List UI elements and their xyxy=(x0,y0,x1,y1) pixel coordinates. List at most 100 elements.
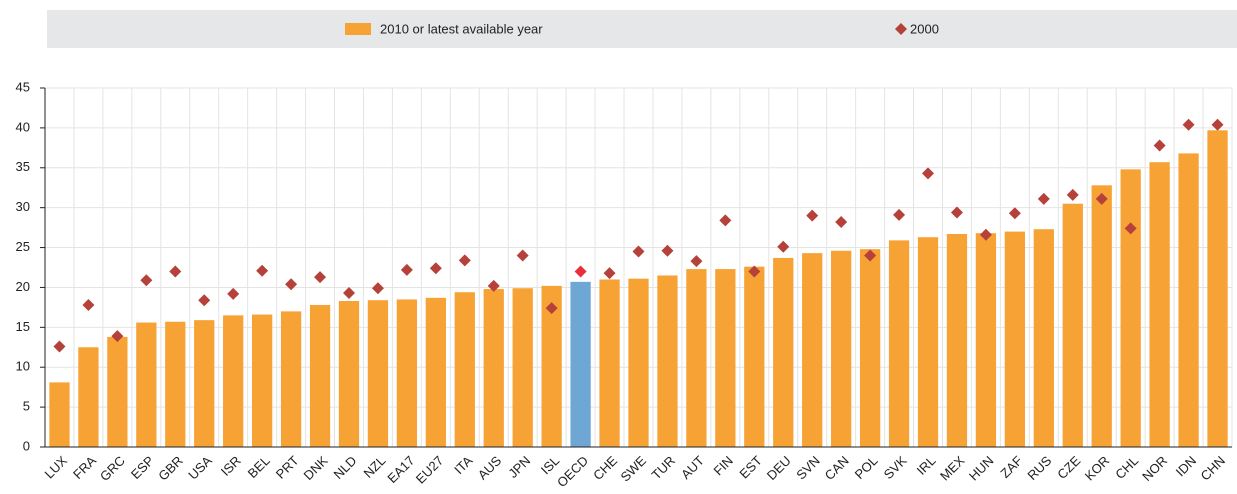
legend-box xyxy=(47,10,1237,48)
bar xyxy=(802,253,823,447)
bar xyxy=(1149,162,1170,447)
x-tick-label: NOR xyxy=(1139,453,1170,484)
bar xyxy=(280,311,302,447)
x-tick-label: FRA xyxy=(70,453,99,482)
marker xyxy=(1095,192,1108,205)
x-tick-label: IRL xyxy=(914,453,939,478)
x-tick-label: DNK xyxy=(301,453,331,483)
bar xyxy=(107,336,128,447)
x-tick-label: ZAF xyxy=(997,453,1025,481)
legend-label: 2010 or latest available year xyxy=(380,21,543,36)
bar xyxy=(657,275,678,447)
x-tick-label: KOR xyxy=(1082,453,1113,484)
x-tick-label: SVN xyxy=(793,453,823,483)
marker xyxy=(256,264,269,277)
bar xyxy=(1033,229,1054,447)
bar xyxy=(859,249,881,447)
marker xyxy=(661,244,674,257)
x-tick-label: NLD xyxy=(331,453,360,482)
marker xyxy=(1008,207,1021,220)
bar xyxy=(165,321,186,447)
x-tick-label: JPN xyxy=(505,453,533,481)
marker xyxy=(400,263,413,276)
bar xyxy=(975,233,997,447)
marker xyxy=(1037,192,1050,205)
x-tick-label: GRC xyxy=(97,453,128,484)
x-tick-label: CHE xyxy=(590,453,620,483)
marker xyxy=(227,287,240,300)
marker xyxy=(285,278,298,291)
bar xyxy=(715,269,736,447)
x-tick-label: ESP xyxy=(128,453,157,482)
x-tick-label: MEX xyxy=(937,453,968,484)
bar xyxy=(570,281,591,447)
marker xyxy=(1182,118,1195,131)
legend-marker xyxy=(895,23,907,35)
x-tick-label: TUR xyxy=(649,453,678,482)
bar xyxy=(367,300,389,447)
bar xyxy=(917,237,939,447)
marker xyxy=(806,209,819,222)
bar xyxy=(744,266,765,447)
x-tick-label: PRT xyxy=(273,453,302,482)
x-tick-label: RUS xyxy=(1024,453,1054,483)
x-tick-label: BEL xyxy=(245,453,273,481)
marker xyxy=(111,330,124,343)
marker xyxy=(429,262,442,275)
bar xyxy=(686,269,707,447)
marker xyxy=(82,298,95,311)
x-tick-label: EA17 xyxy=(384,453,417,486)
x-tick-label: CHN xyxy=(1198,453,1229,484)
marker xyxy=(342,287,355,300)
marker xyxy=(719,214,732,227)
marker xyxy=(979,228,992,241)
marker xyxy=(748,265,761,278)
marker xyxy=(314,271,327,284)
bar xyxy=(136,322,157,447)
marker xyxy=(140,274,153,287)
marker xyxy=(198,294,211,307)
x-tick-label: CAN xyxy=(822,453,852,483)
bar xyxy=(599,279,620,447)
x-tick-label: AUT xyxy=(678,453,707,482)
bar xyxy=(628,278,649,447)
marker xyxy=(53,340,66,353)
bar xyxy=(483,289,504,447)
marker xyxy=(574,265,587,278)
bar xyxy=(1004,231,1025,447)
marker xyxy=(893,208,906,221)
bar xyxy=(396,299,418,447)
y-tick-label: 10 xyxy=(16,359,30,374)
y-tick-label: 30 xyxy=(16,199,30,214)
x-tick-label: EU27 xyxy=(413,453,447,487)
bar xyxy=(49,382,70,447)
bar xyxy=(1091,185,1112,447)
y-tick-label: 0 xyxy=(23,438,30,453)
marker xyxy=(1153,139,1166,152)
bar xyxy=(454,292,475,447)
marker xyxy=(603,267,616,280)
legend-swatch xyxy=(345,23,371,35)
marker xyxy=(777,240,790,253)
bar xyxy=(338,301,360,447)
marker xyxy=(950,206,963,219)
marker xyxy=(545,302,558,315)
x-tick-label: EST xyxy=(736,453,765,482)
bar xyxy=(1062,203,1083,447)
x-tick-label: USA xyxy=(185,453,215,483)
y-tick-label: 20 xyxy=(16,279,30,294)
marker xyxy=(835,216,848,229)
x-tick-label: GBR xyxy=(155,453,186,484)
marker xyxy=(371,282,384,295)
marker xyxy=(1066,188,1079,201)
x-tick-label: HUN xyxy=(966,453,997,484)
x-tick-label: AUS xyxy=(475,453,505,483)
legend-label: 2000 xyxy=(910,21,939,36)
y-tick-label: 15 xyxy=(16,319,30,334)
x-tick-label: SVK xyxy=(881,453,910,482)
x-tick-label: ISR xyxy=(218,453,244,479)
bar xyxy=(425,297,446,447)
y-tick-label: 5 xyxy=(23,399,30,414)
marker xyxy=(632,245,645,258)
